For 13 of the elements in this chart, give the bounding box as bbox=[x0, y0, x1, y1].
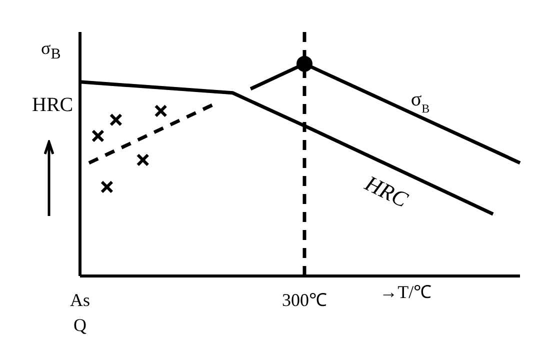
point bbox=[109, 113, 122, 126]
text: HRC bbox=[360, 170, 412, 212]
point bbox=[154, 104, 168, 118]
y-axis-title: HRC bbox=[32, 94, 74, 117]
point bbox=[136, 153, 150, 166]
x-tick-label: As Q bbox=[70, 290, 90, 335]
point bbox=[296, 56, 312, 72]
point bbox=[91, 129, 104, 142]
x-tick-label: 300℃ bbox=[282, 290, 327, 310]
series-label: σ$_{B}$ bbox=[410, 88, 430, 116]
point bbox=[100, 180, 114, 194]
x-axis-title: →T/℃ bbox=[380, 282, 432, 302]
text: σ$_{B}$ bbox=[41, 38, 61, 64]
